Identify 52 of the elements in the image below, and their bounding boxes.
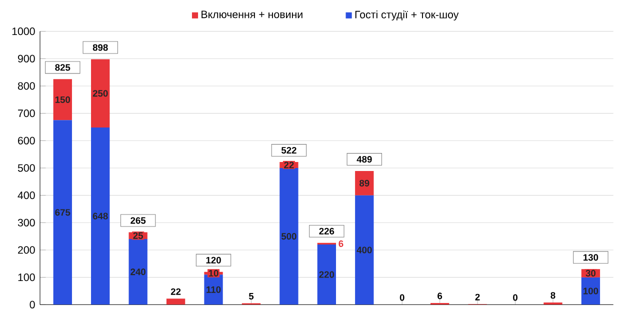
- total-label: 8: [550, 292, 556, 299]
- y-tick-label: 200: [18, 246, 35, 254]
- total-label: 130: [584, 254, 598, 261]
- legend-label: Включення + новини: [202, 10, 302, 18]
- data-label: 150: [55, 96, 70, 103]
- y-tick-label: 1000: [12, 28, 35, 36]
- data-label: 648: [92, 212, 108, 220]
- data-label: 110: [206, 286, 221, 293]
- bar: [355, 195, 374, 305]
- data-label: 89: [359, 180, 370, 186]
- data-label: 30: [586, 270, 596, 277]
- y-tick-label: 800: [18, 82, 35, 90]
- bar: [128, 239, 148, 305]
- data-label: 22: [284, 162, 294, 168]
- bar: [166, 298, 186, 305]
- data-label: 220: [319, 271, 334, 278]
- data-label: 250: [92, 90, 108, 97]
- bar: [280, 168, 298, 305]
- total-label: 489: [356, 156, 372, 163]
- total-label: 6: [438, 292, 442, 300]
- bar: [544, 302, 562, 305]
- data-label: 240: [130, 268, 146, 276]
- legend-label: Гості студії + ток-шоу: [355, 10, 459, 20]
- bar: [317, 244, 336, 305]
- total-label: 825: [55, 64, 70, 71]
- y-tick-label: 0: [30, 300, 35, 308]
- y-tick-label: 300: [18, 218, 35, 226]
- total-label: 226: [319, 228, 334, 234]
- y-tick-label: 400: [18, 192, 35, 200]
- total-label: 22: [170, 288, 181, 295]
- data-label: 400: [356, 246, 372, 254]
- y-tick-label: 900: [18, 54, 35, 62]
- y-tick-label: 500: [18, 164, 35, 172]
- y-tick-label: 100: [18, 274, 35, 282]
- data-label: 100: [584, 288, 598, 294]
- bar: [53, 120, 72, 305]
- data-label: 500: [281, 233, 296, 240]
- total-label: 898: [92, 44, 108, 51]
- y-tick-label: 700: [18, 110, 35, 118]
- total-label: 0: [400, 294, 404, 301]
- total-label: 2: [475, 294, 480, 300]
- bar: [91, 59, 110, 128]
- total-label: 265: [130, 217, 146, 224]
- total-label: 5: [248, 292, 254, 300]
- data-label: 25: [133, 232, 144, 239]
- y-tick-label: 600: [18, 136, 35, 144]
- total-label: 0: [513, 294, 518, 301]
- bar: [91, 128, 110, 305]
- total-label: 522: [281, 146, 296, 154]
- data-label: 675: [55, 209, 70, 216]
- data-label: 6: [338, 240, 344, 247]
- total-label: 120: [206, 256, 221, 264]
